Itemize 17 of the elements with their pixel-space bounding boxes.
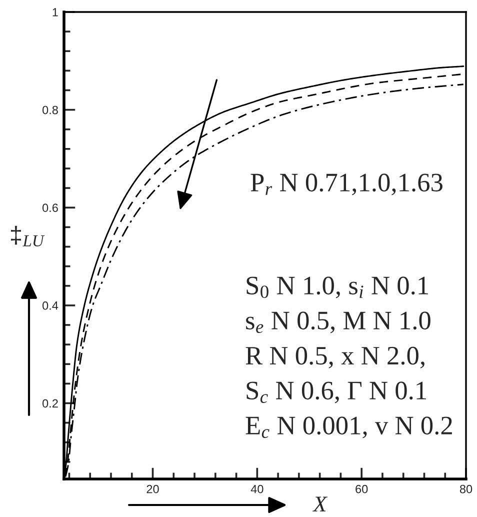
annotation: R N 0.5, x N 2.0, <box>246 346 424 368</box>
y-tick-label: 1 <box>52 8 58 16</box>
annotation: s$_{e}$ N 0.5, M N 1.0 <box>246 312 430 334</box>
y-tick-label: 0.4 <box>42 301 58 310</box>
y-axis-title: ‡$_{LU}$ <box>10 226 45 246</box>
y-tick-label: 0.2 <box>42 399 58 408</box>
y-tick-label: 0.6 <box>42 204 58 212</box>
x-tick-label: 20 <box>146 484 159 494</box>
x-tick-label: 60 <box>356 484 368 494</box>
annotation: S$_{0}$ N 1.0, s$_{i}$ N 0.1 <box>246 276 428 298</box>
x-tick-label: 40 <box>250 484 264 494</box>
annotation: P$_{r}$ N 0.71,1.0,1.63 <box>250 174 442 196</box>
x-tick-label: 80 <box>460 484 472 494</box>
annotation: E$_{c}$ N 0.001, v N 0.2 <box>246 416 452 438</box>
annotation: S$_{c}$ N 0.6, Γ N 0.1 <box>246 382 426 404</box>
x-axis-title: X <box>312 496 328 512</box>
y-tick-label: 0.8 <box>42 106 58 114</box>
